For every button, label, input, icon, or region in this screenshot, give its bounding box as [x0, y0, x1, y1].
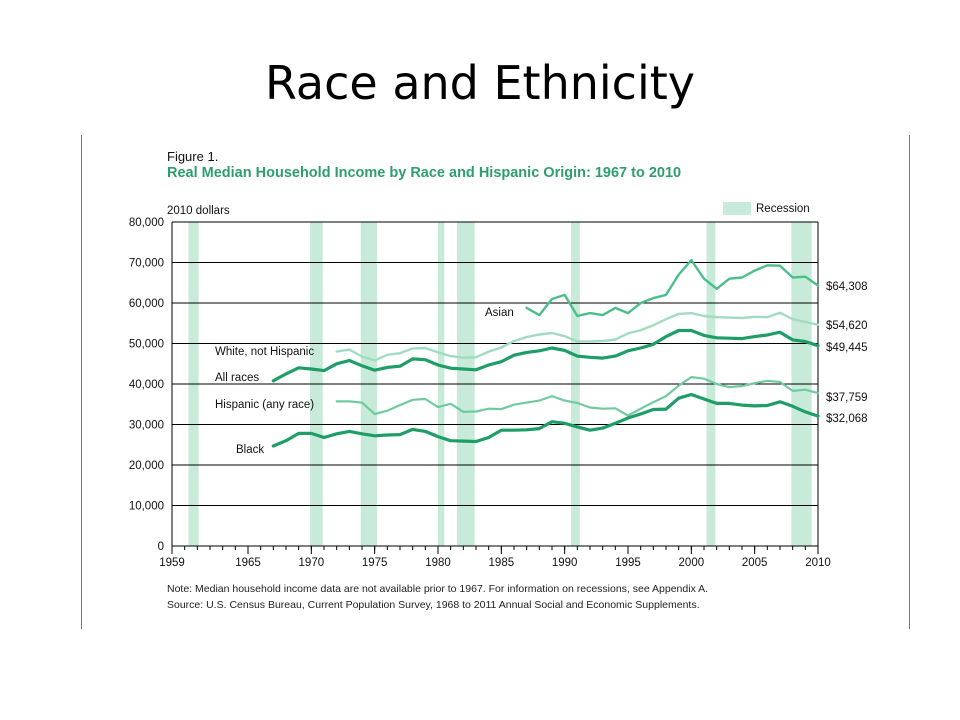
y-tick-label: 10,000: [129, 501, 164, 513]
end-value-label: $64,308: [826, 281, 868, 293]
series-line-hispanic-any-race: [335, 376, 820, 417]
figure-label: Figure 1.: [167, 149, 219, 164]
x-tick-label: 2010: [805, 557, 831, 569]
slide-title: Race and Ethnicity: [264, 56, 696, 110]
series-label: Hispanic (any race): [215, 399, 314, 411]
x-tick-label: 1975: [362, 557, 388, 569]
x-tick-label: 1965: [235, 557, 261, 569]
x-tick-label: 1970: [299, 557, 325, 569]
series-line-asian: [525, 258, 820, 318]
legend-swatch: [723, 202, 751, 215]
x-tick-label: 1959: [159, 557, 185, 569]
figure-source: Source: U.S. Census Bureau, Current Popu…: [167, 599, 700, 611]
y-tick-label: 30,000: [129, 420, 164, 432]
left-border-line: [81, 135, 82, 629]
right-border-line: [909, 135, 910, 629]
x-tick-label: 1985: [489, 557, 515, 569]
series-label: Black: [236, 444, 264, 456]
series-label: All races: [215, 372, 259, 384]
figure-note: Note: Median household income data are n…: [167, 583, 709, 595]
series-line-black: [271, 392, 820, 448]
y-tick-label: 60,000: [129, 298, 164, 310]
series-line-all-races: [271, 328, 820, 383]
end-value-label: $54,620: [826, 320, 868, 332]
x-tick-label: 2005: [742, 557, 768, 569]
y-tick-label: 50,000: [129, 339, 164, 351]
y-tick-label: 70,000: [129, 258, 164, 270]
end-value-label: $32,068: [826, 413, 868, 425]
legend-label: Recession: [756, 203, 810, 215]
y-tick-label: 40,000: [129, 379, 164, 391]
x-tick-label: 2000: [679, 557, 705, 569]
x-tick-label: 1995: [615, 557, 641, 569]
end-value-label: $37,759: [826, 392, 868, 404]
x-tick-label: 1990: [552, 557, 578, 569]
series-label: White, not Hispanic: [215, 346, 314, 358]
figure-title: Real Median Household Income by Race and…: [167, 165, 682, 181]
y-tick-label: 20,000: [129, 460, 164, 472]
series-label: Asian: [485, 307, 514, 319]
series-line-white-not-hispanic: [335, 311, 820, 362]
end-value-label: $49,445: [826, 342, 868, 354]
y-tick-label: 0: [158, 541, 164, 553]
y-axis-label: 2010 dollars: [167, 205, 230, 217]
x-tick-label: 1980: [425, 557, 451, 569]
y-tick-label: 80,000: [129, 217, 164, 229]
